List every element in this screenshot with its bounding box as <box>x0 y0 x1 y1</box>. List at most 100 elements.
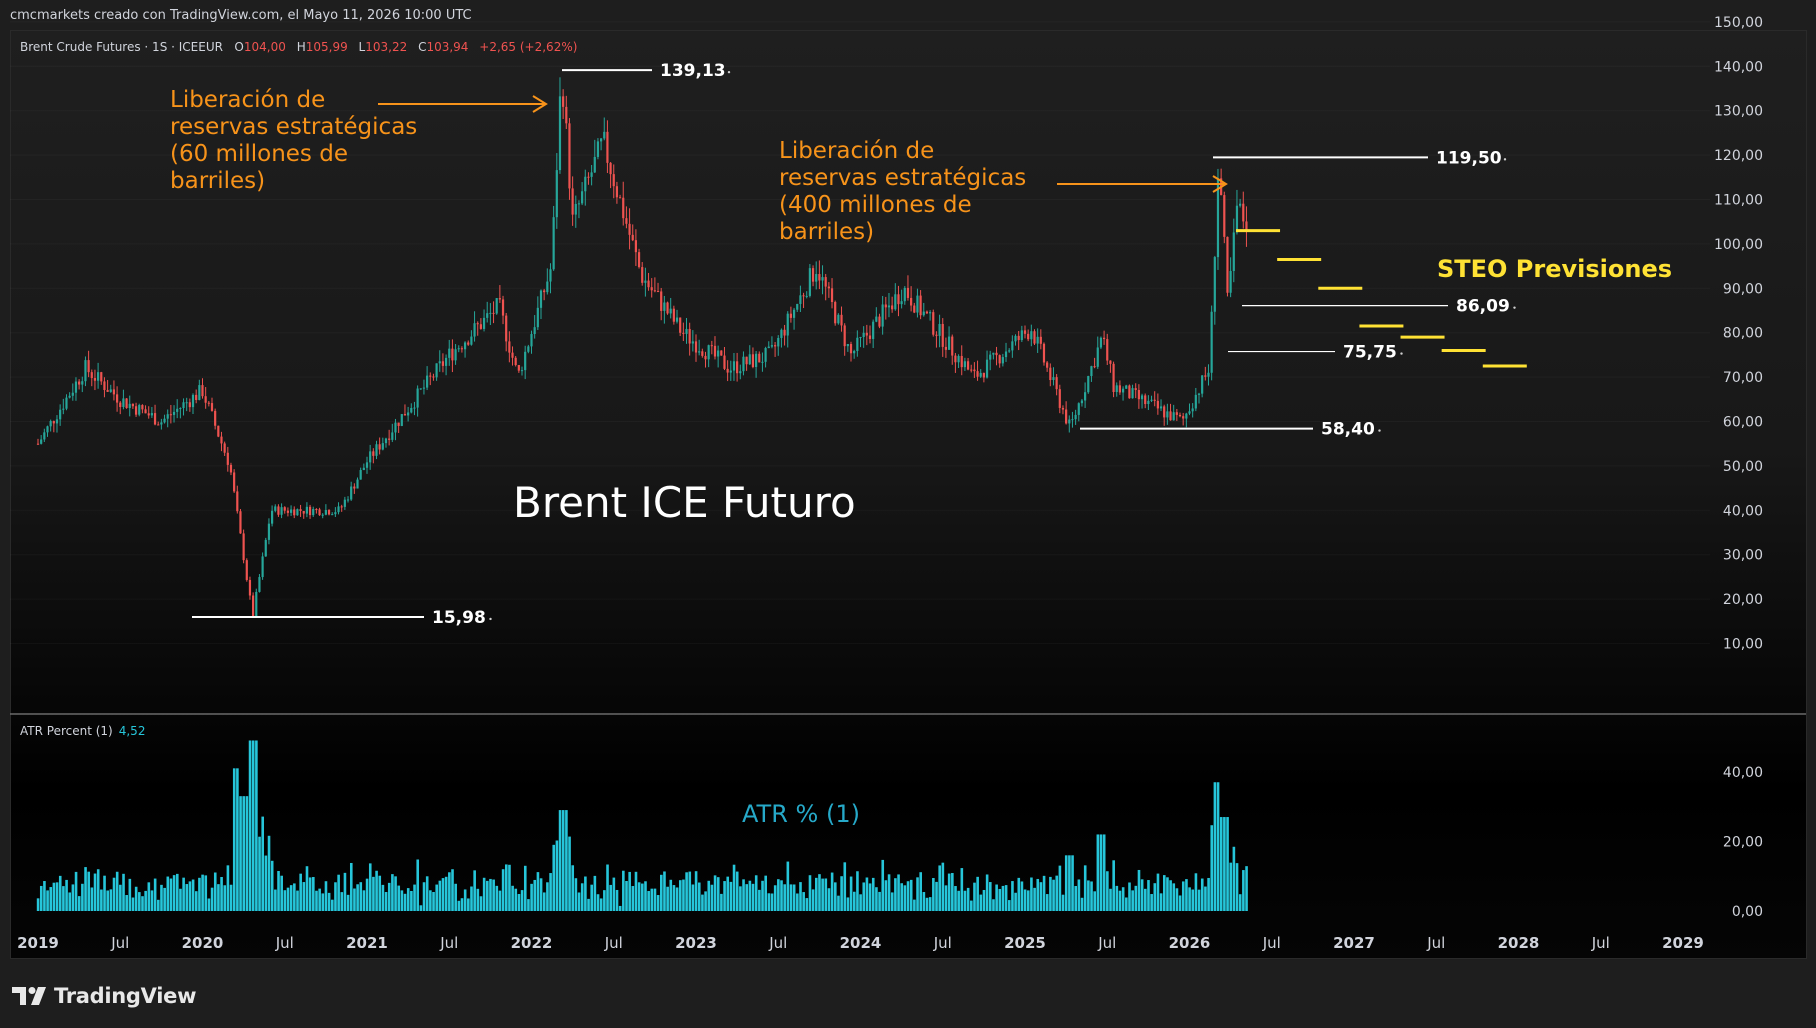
candle-body <box>723 355 726 369</box>
candle-body <box>444 357 448 366</box>
atr-bar <box>384 892 388 911</box>
x-tick-label: 2027 <box>1333 934 1375 952</box>
candle-body <box>1134 388 1137 391</box>
atr-bar <box>1039 882 1043 911</box>
candle-body <box>688 328 691 344</box>
candle-body <box>552 217 555 270</box>
atr-title[interactable]: ATR Percent (1) <box>20 724 113 738</box>
candle-body <box>172 411 176 415</box>
candle-body <box>808 268 811 296</box>
candle-body <box>799 295 802 304</box>
atr-bar <box>229 884 233 911</box>
chart-frame[interactable] <box>10 30 1807 959</box>
candle-body <box>441 361 445 366</box>
atr-bar <box>637 882 641 911</box>
candle-body <box>954 355 957 363</box>
atr-bar <box>191 879 195 911</box>
atr-bar <box>125 895 128 911</box>
atr-bar <box>134 886 138 911</box>
candle-body <box>666 302 669 314</box>
annotation-line: Liberación de <box>779 138 934 164</box>
candle-body <box>1011 341 1014 351</box>
candle-body <box>928 312 932 314</box>
candle-body <box>451 348 454 361</box>
atr-bar <box>232 768 236 911</box>
symbol-title[interactable]: Brent Crude Futures · 1S · ICEEUR <box>20 40 223 54</box>
candle-body <box>210 403 214 411</box>
atr-bar <box>1033 887 1036 911</box>
atr-bar <box>593 875 597 911</box>
atr-bar <box>258 836 261 911</box>
atr-bar <box>754 875 758 911</box>
candle-body <box>302 510 305 514</box>
atr-bar <box>697 882 701 911</box>
atr-bar <box>182 877 185 911</box>
candle-body <box>229 464 233 473</box>
candle-body <box>938 323 941 336</box>
candle-body <box>698 351 701 353</box>
atr-bar <box>498 890 502 911</box>
atr-bar <box>815 877 818 911</box>
candle-body <box>650 287 653 291</box>
candle-body <box>470 336 473 345</box>
candle-body <box>337 506 340 513</box>
candle-body <box>403 414 407 416</box>
candle-body <box>119 402 122 407</box>
atr-bar <box>185 884 189 911</box>
atr-bar <box>941 862 945 911</box>
candle-body <box>979 372 982 377</box>
annotation-line: Liberación de <box>170 87 325 113</box>
symbol-legend[interactable]: Brent Crude Futures · 1S · ICEEUR O104,0… <box>20 40 577 54</box>
atr-bar <box>976 876 979 911</box>
candle-body <box>615 186 619 198</box>
candle-body <box>112 389 116 395</box>
atr-bar <box>305 866 309 911</box>
atr-bar <box>546 882 549 911</box>
y-tick-label: 20,00 <box>1723 592 1763 608</box>
candle-body <box>289 509 293 513</box>
atr-bar <box>897 874 900 911</box>
atr-bar <box>1036 878 1040 911</box>
candle-body <box>236 491 239 512</box>
atr-bar <box>558 810 562 911</box>
atr-legend[interactable]: ATR Percent (1) 4,52 <box>20 724 145 738</box>
atr-bar <box>372 876 375 911</box>
atr-bar <box>694 871 698 911</box>
candle-body <box>1096 347 1099 367</box>
atr-bar <box>542 892 546 911</box>
level-dot <box>727 70 731 74</box>
atr-bar <box>688 871 692 911</box>
level-dot <box>489 617 492 621</box>
chart-credit: cmcmarkets creado con TradingView.com, e… <box>10 8 472 23</box>
candle-body <box>359 470 362 480</box>
candle-body <box>138 405 141 415</box>
candle-body <box>147 413 150 416</box>
candle-body <box>134 406 138 415</box>
atr-bar <box>1134 885 1138 911</box>
candle-body <box>913 305 916 313</box>
candle-body <box>1182 416 1185 419</box>
candle-body <box>742 356 745 372</box>
candle-body <box>131 403 135 407</box>
atr-bar <box>966 887 970 911</box>
atr-bar <box>1121 887 1125 911</box>
atr-bar <box>786 861 790 911</box>
candle-body <box>565 106 568 124</box>
atr-bar <box>928 897 932 911</box>
tradingview-logo[interactable]: TradingView <box>12 984 196 1008</box>
atr-bar <box>944 885 948 911</box>
candle-body <box>533 327 536 335</box>
atr-bar <box>144 890 147 911</box>
candle-body <box>182 402 185 409</box>
atr-bar <box>780 880 783 911</box>
atr-bar <box>549 873 552 911</box>
atr-bar <box>1159 893 1163 911</box>
candle-body <box>109 389 112 392</box>
atr-bar <box>634 871 638 911</box>
candle-body <box>571 188 574 215</box>
atr-bar <box>255 740 258 911</box>
x-tick-label: 2028 <box>1498 934 1540 952</box>
candle-body <box>539 290 543 308</box>
x-tick-label: Jul <box>439 934 458 952</box>
